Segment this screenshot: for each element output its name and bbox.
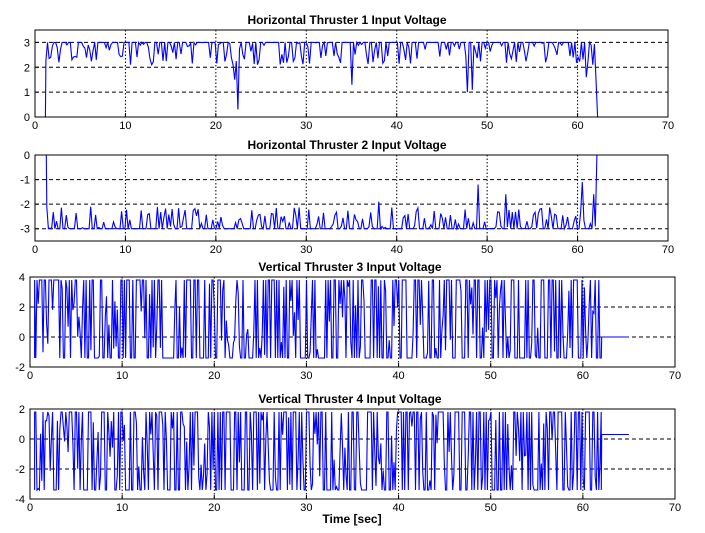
subplot-thruster-1: Horizontal Thruster 1 Input Voltage 0 10 2… xyxy=(24,13,674,132)
y-tick-label: 0 xyxy=(24,112,30,124)
x-tick-label: 0 xyxy=(27,502,33,514)
x-tick-label: 10 xyxy=(119,120,131,132)
x-tick-label: 30 xyxy=(300,370,312,382)
y-tick-label: 0 xyxy=(19,434,25,446)
x-tick-label: 70 xyxy=(662,120,674,132)
subplot-thruster-2: Horizontal Thruster 2 Input Voltage 0 10 2… xyxy=(20,138,674,256)
data-series-line xyxy=(35,154,668,231)
x-tick-label: 20 xyxy=(210,120,222,132)
y-tick-label: 0 xyxy=(24,150,30,162)
subplot-title: Vertical Thruster 4 Input Voltage xyxy=(258,392,441,406)
x-axis-label: Time [sec] xyxy=(322,512,381,526)
y-tick-label: -1 xyxy=(20,175,30,187)
x-tick-label: 60 xyxy=(571,244,583,256)
x-tick-label: 30 xyxy=(300,244,312,256)
axes-frame xyxy=(29,276,676,368)
axes-frame xyxy=(34,29,669,118)
y-tick-label: 4 xyxy=(19,272,25,284)
y-tick-label: -2 xyxy=(15,362,25,374)
x-tick-label: 50 xyxy=(485,502,497,514)
subplot-thruster-3: Vertical Thruster 3 Input Voltage 0 10 20 3… xyxy=(15,260,681,382)
x-tick-label: 40 xyxy=(391,120,403,132)
y-tick-label: 1 xyxy=(24,87,30,99)
x-tick-label: 0 xyxy=(27,370,33,382)
axes-frame xyxy=(29,408,676,500)
data-series-line xyxy=(35,40,668,118)
x-tick-label: 0 xyxy=(32,244,38,256)
y-tick-label: -2 xyxy=(20,199,30,211)
x-tick-label: 20 xyxy=(208,370,220,382)
x-tick-label: 60 xyxy=(571,120,583,132)
y-tick-label: 2 xyxy=(24,62,30,74)
subplot-thruster-4: Vertical Thruster 4 Input Voltage 0 10 20 3… xyxy=(15,392,681,514)
x-tick-label: 60 xyxy=(577,370,589,382)
x-tick-label: 40 xyxy=(392,502,404,514)
subplot-title: Vertical Thruster 3 Input Voltage xyxy=(258,260,441,274)
x-tick-label: 30 xyxy=(300,120,312,132)
y-tick-label: 2 xyxy=(19,302,25,314)
x-tick-label: 50 xyxy=(485,370,497,382)
x-tick-label: 70 xyxy=(669,370,681,382)
x-tick-label: 30 xyxy=(300,502,312,514)
x-tick-label: 0 xyxy=(32,120,38,132)
x-tick-label: 40 xyxy=(391,244,403,256)
data-series-line xyxy=(34,411,629,492)
subplot-title: Horizontal Thruster 1 Input Voltage xyxy=(247,13,446,27)
x-tick-label: 40 xyxy=(392,370,404,382)
axes-frame xyxy=(34,154,669,242)
x-tick-label: 60 xyxy=(577,502,589,514)
x-tick-label: 50 xyxy=(481,244,493,256)
y-tick-label: -4 xyxy=(15,494,25,506)
y-tick-label: -2 xyxy=(15,464,25,476)
x-tick-label: 10 xyxy=(119,244,131,256)
x-tick-label: 10 xyxy=(116,370,128,382)
data-series-line xyxy=(34,279,629,359)
y-tick-label: 0 xyxy=(19,332,25,344)
y-tick-label: -3 xyxy=(20,224,30,236)
x-tick-label: 70 xyxy=(669,502,681,514)
y-tick-label: 2 xyxy=(19,404,25,416)
x-tick-label: 70 xyxy=(662,244,674,256)
x-tick-label: 50 xyxy=(481,120,493,132)
y-tick-label: 3 xyxy=(24,37,30,49)
subplot-title: Horizontal Thruster 2 Input Voltage xyxy=(247,138,446,152)
x-tick-label: 20 xyxy=(210,244,222,256)
x-tick-label: 20 xyxy=(208,502,220,514)
x-tick-label: 10 xyxy=(116,502,128,514)
